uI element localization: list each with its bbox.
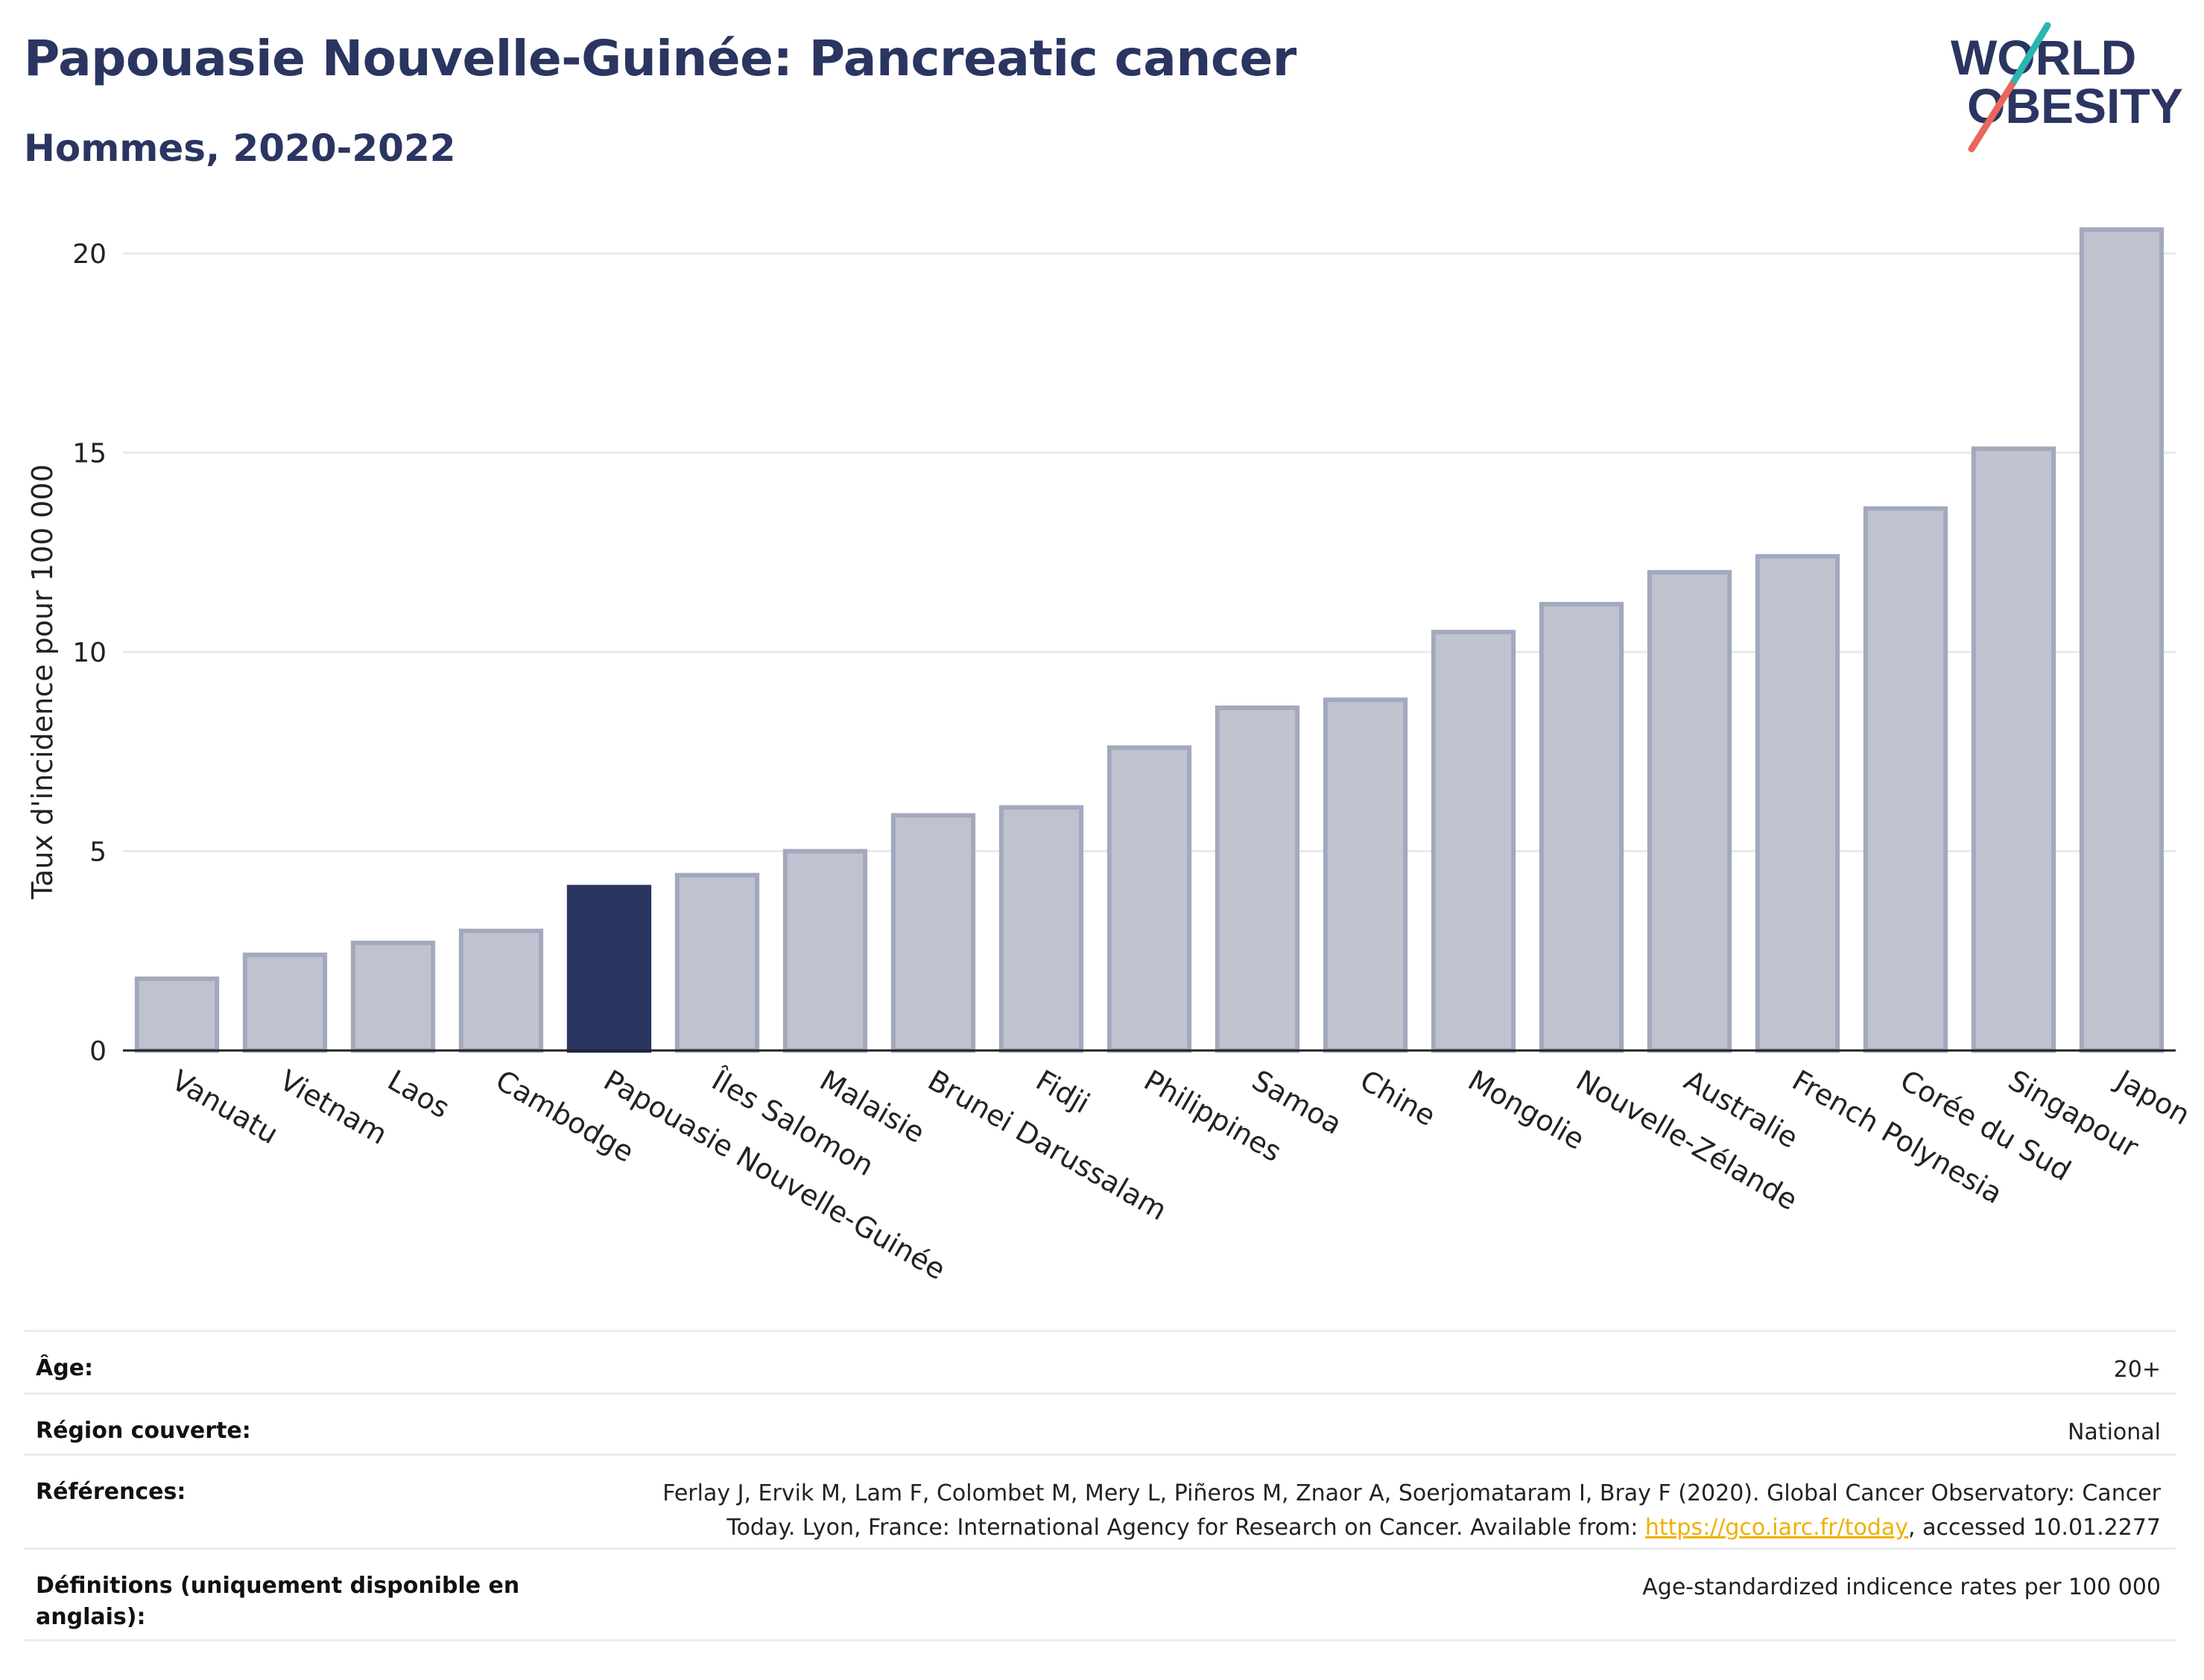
meta-row-references: Références: Ferlay J, Ervik M, Lam F, Co… [24,1454,2176,1547]
meta-value-references: Ferlay J, Ervik M, Lam F, Colombet M, Me… [596,1477,2161,1547]
bar-1 [242,952,328,1053]
meta-value-region: National [2067,1419,2161,1445]
y-tick-label: 0 [89,1036,107,1067]
y-axis-label: Taux d'incidence pour 100 000 [26,464,59,900]
bar-7 [890,813,976,1053]
x-tick-label: Vanuatu [166,1064,284,1150]
bar-8 [998,805,1084,1053]
bar-10 [1215,706,1300,1053]
references-accessed: , accessed 10.01.2277 [1908,1515,2161,1541]
x-tick-label: Fidji [1030,1064,1095,1120]
meta-row-age: Âge: 20+ [24,1330,2176,1392]
bar-11 [1323,697,1408,1053]
meta-value-definitions: Age-standardized indicence rates per 100… [1642,1574,2161,1600]
y-tick-label: 10 [72,638,107,668]
page-subtitle: Hommes, 2020-2022 [24,127,456,170]
bar-15 [1755,554,1840,1053]
references-text: Ferlay J, Ervik M, Lam F, Colombet M, Me… [662,1480,2161,1541]
page-title: Papouasie Nouvelle-Guinée: Pancreatic ca… [24,30,1296,87]
bars [134,227,2165,1053]
bar-14 [1647,570,1732,1053]
x-tick-label: Chine [1355,1064,1441,1132]
bar-3 [458,928,544,1053]
x-tick-label: Japon [2109,1063,2195,1132]
metadata-table: Âge: 20+ Région couverte: National Référ… [24,1330,2176,1641]
bar-5 [674,872,760,1053]
y-tick-label: 15 [72,439,107,469]
bar-4 [566,884,652,1053]
bar-2 [350,940,436,1053]
logo-line2: OBESITY [1967,78,2183,133]
bar-0 [134,976,220,1053]
meta-row-definitions: Définitions (uniquement disponible en an… [24,1547,2176,1641]
x-tick-label: Mongolie [1463,1064,1590,1156]
bar-12 [1431,630,1516,1053]
bar-9 [1106,745,1192,1053]
y-tick-label: 5 [89,837,107,868]
y-axis-ticks: 0 5 10 15 20 [72,239,107,1067]
world-obesity-logo: WORLD OBESITY [1951,22,2183,153]
meta-value-age: 20+ [2113,1357,2161,1383]
logo-line1: WORLD [1951,30,2136,85]
meta-label-region: Région couverte: [36,1418,251,1444]
references-link[interactable]: https://gco.iarc.fr/today [1644,1515,1909,1541]
bar-16 [1863,506,1948,1053]
bar-17 [1971,446,2056,1053]
bar-13 [1539,601,1624,1053]
x-tick-label: Laos [382,1064,455,1125]
x-tick-label: Vietnam [274,1064,393,1151]
meta-label-definitions: Définitions (uniquement disponible en an… [36,1573,520,1630]
meta-label-references: Références: [36,1479,186,1505]
bar-18 [2079,227,2165,1053]
meta-row-region: Région couverte: National [24,1392,2176,1454]
bar-6 [782,849,868,1053]
y-tick-label: 20 [72,239,107,270]
meta-label-age: Âge: [36,1355,94,1381]
